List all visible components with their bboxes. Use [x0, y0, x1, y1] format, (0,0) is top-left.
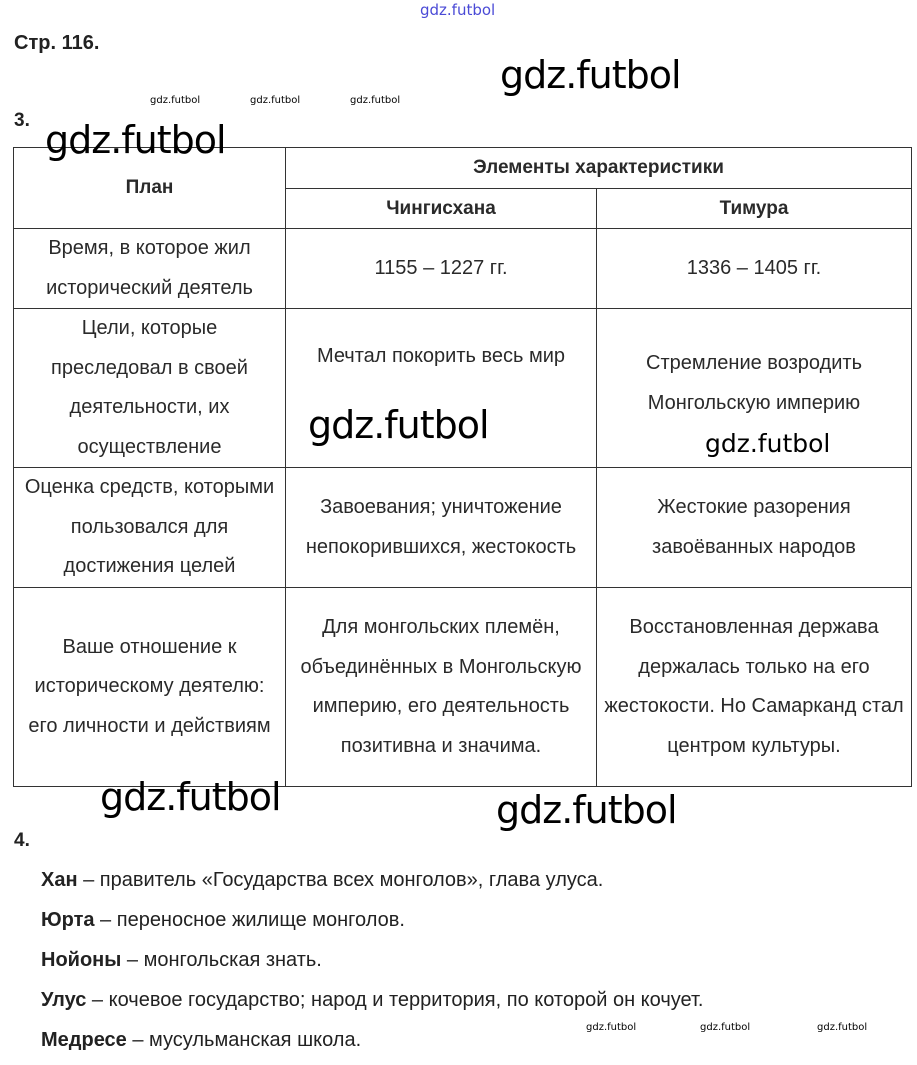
definition: – мусульманская школа.: [126, 1029, 362, 1051]
page-label: Стр. 116.: [14, 32, 100, 54]
definition-item: Юрта – переносное жилище монголов.: [41, 905, 703, 945]
cell-plan: Время, в которое жил исторический деятел…: [13, 228, 286, 309]
term: Медресе: [41, 1029, 127, 1051]
cell-plan: Ваше отношение к историческому деятелю: …: [13, 587, 286, 787]
watermark: gdz.futbol: [817, 1022, 868, 1033]
definition: – правитель «Государства всех монголов»,…: [77, 869, 604, 891]
watermark: gdz.futbol: [250, 95, 301, 106]
definition-item: Медресе – мусульманская школа.: [41, 1025, 703, 1065]
header-timur: Тимура: [596, 188, 912, 229]
header-elements: Элементы характеристики: [285, 147, 912, 189]
watermark: gdz.futbol: [700, 1022, 751, 1033]
watermark: gdz.futbol: [500, 53, 682, 97]
table-row: Ваше отношение к историческому деятелю: …: [13, 587, 912, 787]
watermark: gdz.futbol: [586, 1022, 637, 1033]
definition: – кочевое государство; народ и территори…: [86, 989, 704, 1011]
table-row: Оценка средств, которыми пользовался для…: [13, 467, 912, 588]
definition: – переносное жилище монголов.: [94, 909, 405, 931]
term: Юрта: [41, 909, 95, 931]
definition-item: Хан – правитель «Государства всех монгол…: [41, 865, 703, 905]
watermark: gdz.futbol: [350, 95, 401, 106]
term: Нойоны: [41, 949, 122, 971]
definition: – монгольская знать.: [121, 949, 322, 971]
cell-genghis: Завоевания; уничтожение непокорившихся, …: [285, 467, 597, 588]
cell-timur: 1336 – 1405 гг.: [596, 228, 912, 309]
term: Улус: [41, 989, 87, 1011]
watermark: gdz.futbol: [496, 788, 678, 832]
characteristics-table: План Элементы характеристики Чингисхана …: [13, 147, 912, 787]
cell-timur: Жестокие разорения завоёванных народов: [596, 467, 912, 588]
header-genghis: Чингисхана: [285, 188, 597, 229]
cell-genghis: 1155 – 1227 гг.: [285, 228, 597, 309]
watermark: gdz.futbol: [308, 403, 490, 447]
header-plan: План: [13, 147, 286, 229]
task-3-number: 3.: [14, 110, 30, 131]
watermark: gdz.futbol: [150, 95, 201, 106]
cell-genghis: Для монгольских племён, объединённых в М…: [285, 587, 597, 787]
definition-item: Нойоны – монгольская знать.: [41, 945, 703, 985]
table-row: Время, в которое жил исторический деятел…: [13, 228, 912, 309]
cell-timur: Восстановленная держава держалась только…: [596, 587, 912, 787]
table-row: Цели, которые преследовал в своей деятел…: [13, 308, 912, 468]
term: Хан: [41, 869, 78, 891]
definitions-list: Хан – правитель «Государства всех монгол…: [41, 865, 703, 1065]
watermark: gdz.futbol: [45, 118, 227, 162]
watermark: gdz.futbol: [100, 775, 282, 819]
task-4-number: 4.: [14, 830, 30, 851]
watermark: gdz.futbol: [705, 429, 831, 458]
cell-timur: Стремление возродить Монгольскую империю: [596, 308, 912, 468]
cell-plan: Цели, которые преследовал в своей деятел…: [13, 308, 286, 468]
cell-plan: Оценка средств, которыми пользовался для…: [13, 467, 286, 588]
watermark-top: gdz.futbol: [420, 1, 496, 19]
definition-item: Улус – кочевое государство; народ и терр…: [41, 985, 703, 1025]
